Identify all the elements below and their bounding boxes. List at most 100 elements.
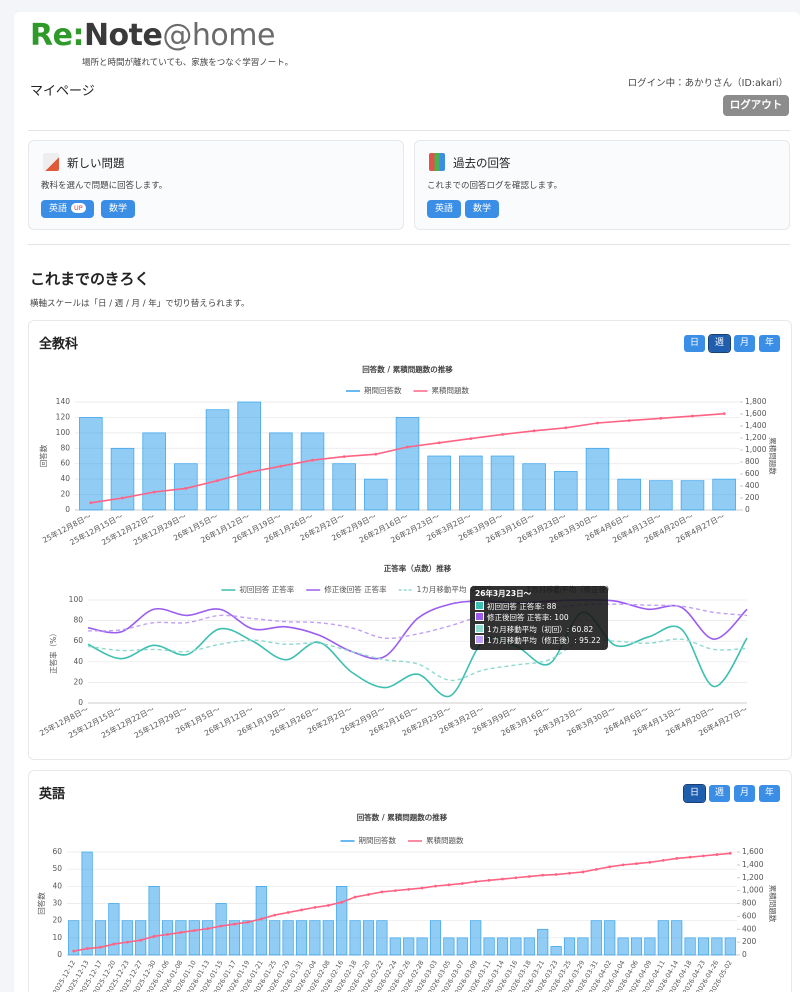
point: [367, 893, 370, 896]
new-question-card: 新しい問題 教科を選んで問題に回答します。 英語 UP 数学: [28, 140, 404, 230]
subject-button[interactable]: 数学: [465, 200, 500, 218]
tooltip-swatch: [475, 623, 484, 633]
bar: [590, 920, 602, 956]
bar: [617, 478, 641, 511]
point: [286, 911, 290, 914]
scale-button[interactable]: 日: [683, 784, 706, 803]
bar: [389, 937, 401, 956]
records-title: これまでのきろく: [30, 270, 150, 288]
bar: [362, 920, 375, 956]
subject-button[interactable]: 数学: [101, 200, 136, 218]
scale-button[interactable]: 週: [709, 785, 730, 802]
past-answers-card: 過去の回答 これまでの回答ログを確認します。 英語 数学: [414, 140, 790, 230]
bar: [108, 903, 120, 956]
point: [437, 441, 441, 445]
card-desc: これまでの回答ログを確認します。: [427, 181, 563, 191]
bar: [429, 920, 442, 956]
tooltip-row: 1カ月移動平均（修正後）: 95.22: [475, 635, 603, 647]
y2-tick-label: 400: [742, 924, 757, 933]
point: [184, 487, 188, 490]
y-tick-label: 40: [73, 657, 83, 666]
logout-button[interactable]: ログアウト: [723, 95, 789, 116]
x-tick-label: 25年12月22日～: [99, 703, 156, 740]
tooltip-swatch: [475, 635, 484, 644]
point: [406, 445, 409, 449]
panel-title: 英語: [39, 787, 66, 802]
bar: [121, 920, 133, 956]
bar: [295, 920, 308, 956]
point: [501, 877, 504, 881]
y2-tick-label: 800: [742, 899, 757, 908]
scale-button[interactable]: 月: [734, 785, 755, 802]
point: [340, 900, 344, 904]
card-title: 新しい問題: [67, 156, 125, 170]
x-tick-label: 25年12月29日～: [132, 703, 189, 740]
bar: [188, 920, 200, 956]
point: [89, 501, 93, 505]
bar: [81, 851, 93, 956]
y-tick-label: 0: [65, 505, 70, 514]
bar: [604, 920, 616, 956]
scale-button[interactable]: 日: [684, 335, 705, 352]
y-axis-title: 回答数: [38, 444, 48, 467]
tooltip-swatch: [475, 600, 484, 610]
x-tick-label: 25年12月29日～: [131, 510, 188, 547]
point: [247, 470, 251, 474]
point: [564, 426, 568, 430]
legend-label: 累積問題数: [432, 385, 470, 395]
scale-button[interactable]: 年: [759, 335, 780, 352]
bar: [135, 920, 147, 956]
y2-tick-label: 200: [742, 937, 757, 946]
chart-panel: 全教科 日週月年: [28, 320, 792, 760]
point: [192, 929, 196, 932]
card-icon: [429, 153, 445, 171]
y-tick-label: 100: [69, 595, 84, 604]
point: [311, 458, 314, 462]
bar: [490, 455, 515, 511]
chart-title: 回答数 / 累積問題数の推移: [362, 364, 453, 374]
point: [688, 855, 692, 859]
y-tick-label: 0: [78, 698, 83, 707]
bar: [630, 937, 643, 956]
point: [121, 496, 124, 500]
bar: [459, 455, 483, 511]
tooltip-row: 修正後回答 正答率: 100: [475, 612, 603, 624]
scale-button[interactable]: 月: [734, 335, 755, 352]
y-tick-label: 140: [56, 397, 71, 406]
records-note: 横軸スケールは「日 / 週 / 月 / 年」で切り替えられます。: [30, 299, 250, 309]
y-tick-label: 20: [60, 490, 70, 499]
point: [635, 862, 638, 865]
y2-tick-label: 600: [742, 911, 757, 920]
y2-tick-label: 200: [745, 493, 760, 502]
point: [691, 414, 694, 418]
legend: 期間回答数 累積問題数: [340, 835, 464, 845]
bar: [483, 937, 495, 956]
divider: [28, 244, 790, 245]
logo-home: @home: [162, 18, 275, 53]
bar: [649, 480, 673, 511]
subject-button[interactable]: 英語 UP: [41, 200, 94, 218]
subject-button[interactable]: 英語: [427, 200, 462, 218]
bar: [427, 455, 451, 511]
y2-axis-title: 累積問題数: [768, 437, 778, 475]
bar: [523, 937, 535, 956]
divider: [28, 130, 790, 131]
bar: [205, 409, 230, 511]
bar: [403, 937, 415, 956]
bar: [443, 937, 455, 956]
bar: [336, 885, 348, 956]
y-tick-label: 30: [52, 899, 62, 908]
point: [474, 880, 478, 884]
bar: [376, 920, 388, 956]
y2-tick-label: 0: [742, 950, 747, 959]
point: [166, 933, 169, 936]
scale-button[interactable]: 週: [708, 334, 731, 353]
point: [72, 949, 76, 953]
card-desc: 教科を選んで問題に回答します。: [41, 181, 168, 191]
point: [259, 917, 263, 921]
y-tick-label: 60: [60, 459, 70, 468]
scale-button[interactable]: 年: [759, 785, 780, 802]
y2-tick-label: 600: [745, 469, 760, 478]
point: [594, 867, 598, 871]
